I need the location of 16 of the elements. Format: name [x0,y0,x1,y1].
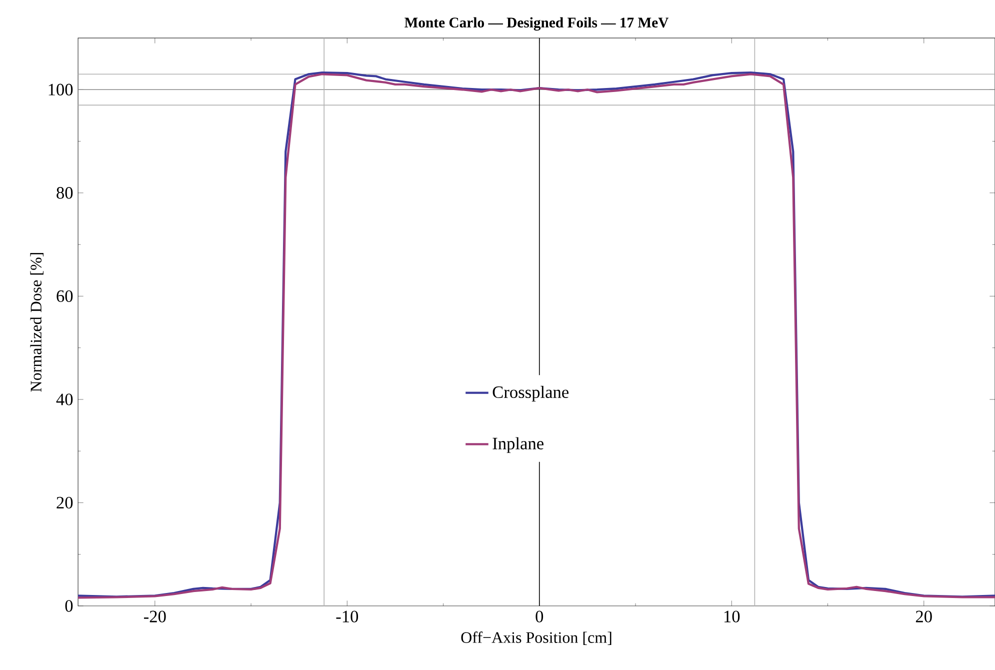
y-tick-label: 60 [56,290,73,302]
legend-label: Crossplane [492,386,569,402]
x-tick-label: -10 [336,610,358,622]
y-tick-label: 80 [56,187,73,199]
x-tick-label: -20 [144,610,166,622]
chart-title: Monte Carlo — Designed Foils — 17 MeV [404,17,669,31]
x-axis-title: Off−Axis Position [cm] [461,632,612,645]
legend-label: Inplane [492,437,544,453]
y-tick-label: 20 [56,496,73,509]
y-tick-label: 0 [65,600,73,612]
x-tick-label: 10 [724,610,740,622]
y-tick-label: 100 [48,84,73,96]
y-axis-title: Normalized Dose [%] [30,252,44,392]
x-tick-label: 20 [916,610,932,622]
y-tick-label: 40 [56,394,73,406]
x-tick-label: 0 [536,610,544,622]
